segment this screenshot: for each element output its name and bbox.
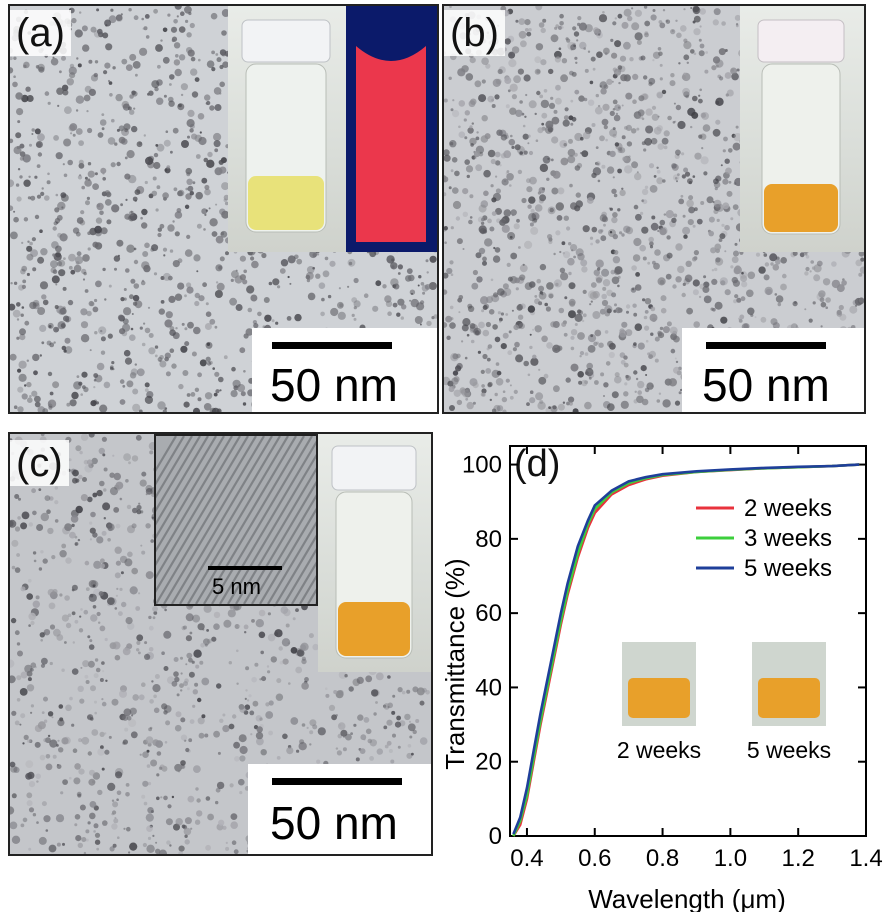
x-tick-label: 1.2 xyxy=(782,845,815,872)
scale-bar-a xyxy=(272,342,392,349)
inset-photo-week5: 5 weeks xyxy=(747,642,831,763)
scale-box-a: 50 nm xyxy=(252,328,437,412)
inset-photo-label: 5 weeks xyxy=(747,737,831,763)
scale-bar-c xyxy=(272,778,402,785)
plot-frame xyxy=(509,445,867,837)
legend-label: 3 weeks xyxy=(744,525,832,552)
panel-label-b: (b) xyxy=(444,10,505,56)
transmittance-chart: 2 weeks 5 weeks (d) Transmittance (%) Wav… xyxy=(440,443,883,912)
hr-scale-bar xyxy=(208,566,282,570)
scale-label-a: 50 nm xyxy=(270,359,398,411)
hr-scale-label: 5 nm xyxy=(212,574,261,599)
y-tick-label: 0 xyxy=(489,823,502,850)
y-tick-label: 40 xyxy=(475,674,502,701)
inset-photo-week2: 2 weeks xyxy=(617,642,701,763)
y-tick-label: 60 xyxy=(475,600,502,627)
y-tick-label: 100 xyxy=(462,452,502,479)
lattice-fringes xyxy=(156,436,316,604)
panel-label-c: (c) xyxy=(10,440,69,486)
panel-label-a: (a) xyxy=(10,10,71,56)
x-tick-label: 0.8 xyxy=(646,845,679,872)
legend-label: 2 weeks xyxy=(744,495,832,522)
x-tick-label: 1.4 xyxy=(849,845,882,872)
scale-label-b: 50 nm xyxy=(702,359,830,411)
scale-box-b: 50 nm xyxy=(682,328,864,412)
scale-bar-b xyxy=(706,342,826,349)
legend-label: 5 weeks xyxy=(744,555,832,582)
x-tick-label: 0.4 xyxy=(510,845,543,872)
x-tick-label: 0.6 xyxy=(578,845,611,872)
y-tick-label: 20 xyxy=(475,749,502,776)
vial-photo-a xyxy=(228,6,346,252)
series-line-5-weeks xyxy=(512,463,860,835)
x-axis-label: Wavelength (μm) xyxy=(588,884,786,912)
y-axis-label: Transmittance (%) xyxy=(440,558,470,769)
panel-a-tem-image: (a) 50 nm xyxy=(8,4,439,414)
scale-label-c: 50 nm xyxy=(270,797,398,849)
x-tick-label: 1.0 xyxy=(714,845,747,872)
panel-label-d: (d) xyxy=(514,443,560,485)
scale-box-c: 50 nm xyxy=(248,764,431,854)
hrtem-inset-c: 5 nm xyxy=(154,434,318,606)
panel-b-tem-image: (b) 50 nm xyxy=(442,4,866,414)
inset-photo-label: 2 weeks xyxy=(617,737,701,763)
panel-c-tem-image: 5 nm (c) 50 nm xyxy=(8,432,433,856)
uv-vial-photo-a xyxy=(346,6,437,252)
y-tick-label: 80 xyxy=(475,526,502,553)
vial-photo-b xyxy=(740,6,864,252)
vial-photo-c xyxy=(318,434,431,672)
